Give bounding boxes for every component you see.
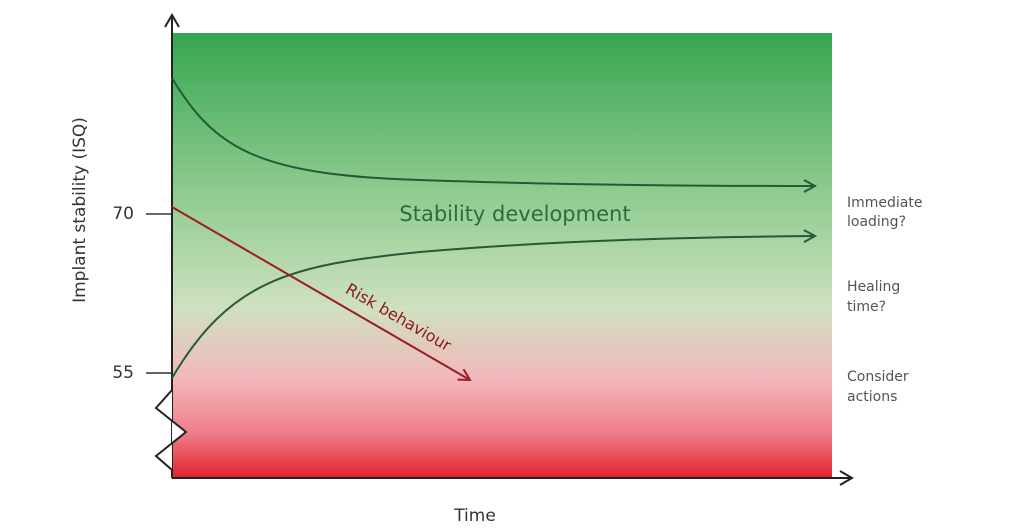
- x-axis-label: Time: [453, 506, 496, 526]
- zone-label: Consider: [847, 369, 909, 385]
- zone-label: Healing: [847, 279, 900, 295]
- lower-curve: [171, 236, 815, 379]
- risk-arrow: [171, 206, 470, 380]
- background-zone: [172, 33, 832, 478]
- tick-label: 70: [112, 204, 134, 224]
- upper-curve: [171, 77, 815, 186]
- zone-label: actions: [847, 389, 897, 405]
- zone-label: Immediate: [847, 195, 922, 211]
- y-axis-label: Implant stability (ISQ): [70, 117, 90, 303]
- stability-label: Stability development: [399, 202, 630, 226]
- axis-break: [154, 389, 188, 471]
- zone-label: loading?: [847, 214, 906, 230]
- tick-label: 55: [112, 363, 134, 383]
- zone-label: time?: [847, 299, 886, 315]
